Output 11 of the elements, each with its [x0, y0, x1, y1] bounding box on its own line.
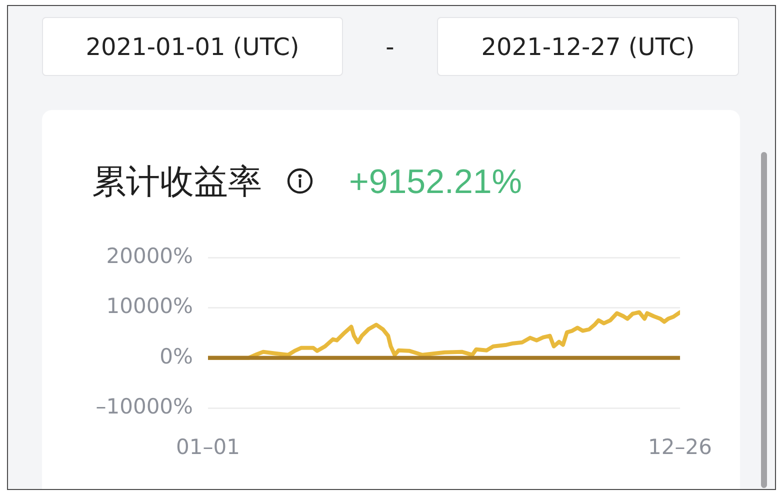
text: 2021-01-01 (UTC): [86, 32, 300, 60]
x-tick-label: 01–01: [176, 435, 240, 460]
y-tick-label: 0%: [160, 344, 193, 368]
text: 2021-12-27 (UTC): [481, 32, 695, 60]
text: -: [386, 32, 394, 60]
y-tick-label: 20000%: [106, 244, 193, 268]
x-tick-label: 12–26: [648, 435, 712, 460]
y-tick-label: –10000%: [96, 394, 193, 418]
chart-subtitle: +9152.21%: [349, 163, 522, 201]
chart-title: 累计收益率: [92, 163, 262, 201]
y-tick-label: 10000%: [106, 294, 193, 318]
